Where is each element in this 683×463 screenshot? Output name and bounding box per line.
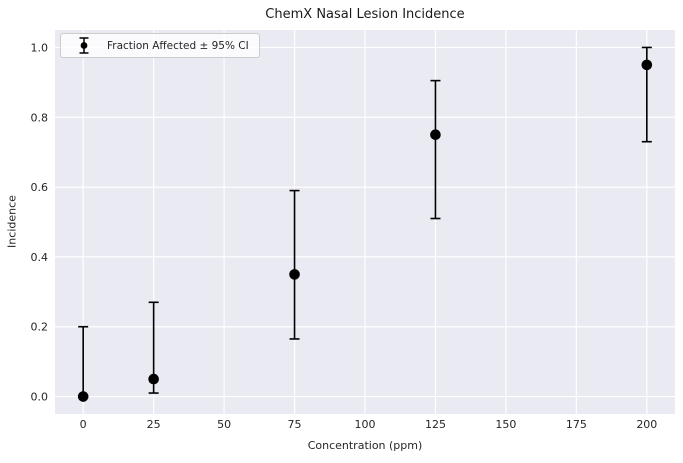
- x-tick-label: 75: [288, 418, 302, 431]
- x-axis-label: Concentration (ppm): [307, 439, 423, 452]
- errorbar-icon: [69, 36, 99, 55]
- y-tick-label: 1.0: [31, 41, 49, 54]
- x-tick-label: 200: [636, 418, 657, 431]
- y-tick-label: 0.0: [31, 391, 49, 404]
- x-tick-label: 50: [217, 418, 231, 431]
- x-tick-label: 150: [495, 418, 516, 431]
- y-tick-label: 0.2: [31, 321, 49, 334]
- y-tick-label: 0.6: [31, 181, 49, 194]
- legend: Fraction Affected ± 95% CI: [60, 33, 260, 58]
- x-tick-label: 0: [80, 418, 87, 431]
- data-point-marker: [148, 373, 159, 385]
- data-point-marker: [430, 129, 441, 141]
- data-point-marker: [77, 391, 89, 402]
- data-point-marker: [289, 269, 300, 280]
- x-tick-label: 175: [566, 418, 587, 431]
- data-point-marker: [641, 59, 653, 71]
- legend-label: Fraction Affected ± 95% CI: [107, 39, 249, 52]
- x-tick-label: 125: [425, 418, 446, 431]
- y-tick-label: 0.4: [31, 251, 49, 264]
- y-tick-label: 0.8: [31, 111, 49, 124]
- x-tick-label: 25: [147, 418, 161, 431]
- x-tick-label: 100: [355, 418, 376, 431]
- chart-title: ChemX Nasal Lesion Incidence: [265, 7, 465, 22]
